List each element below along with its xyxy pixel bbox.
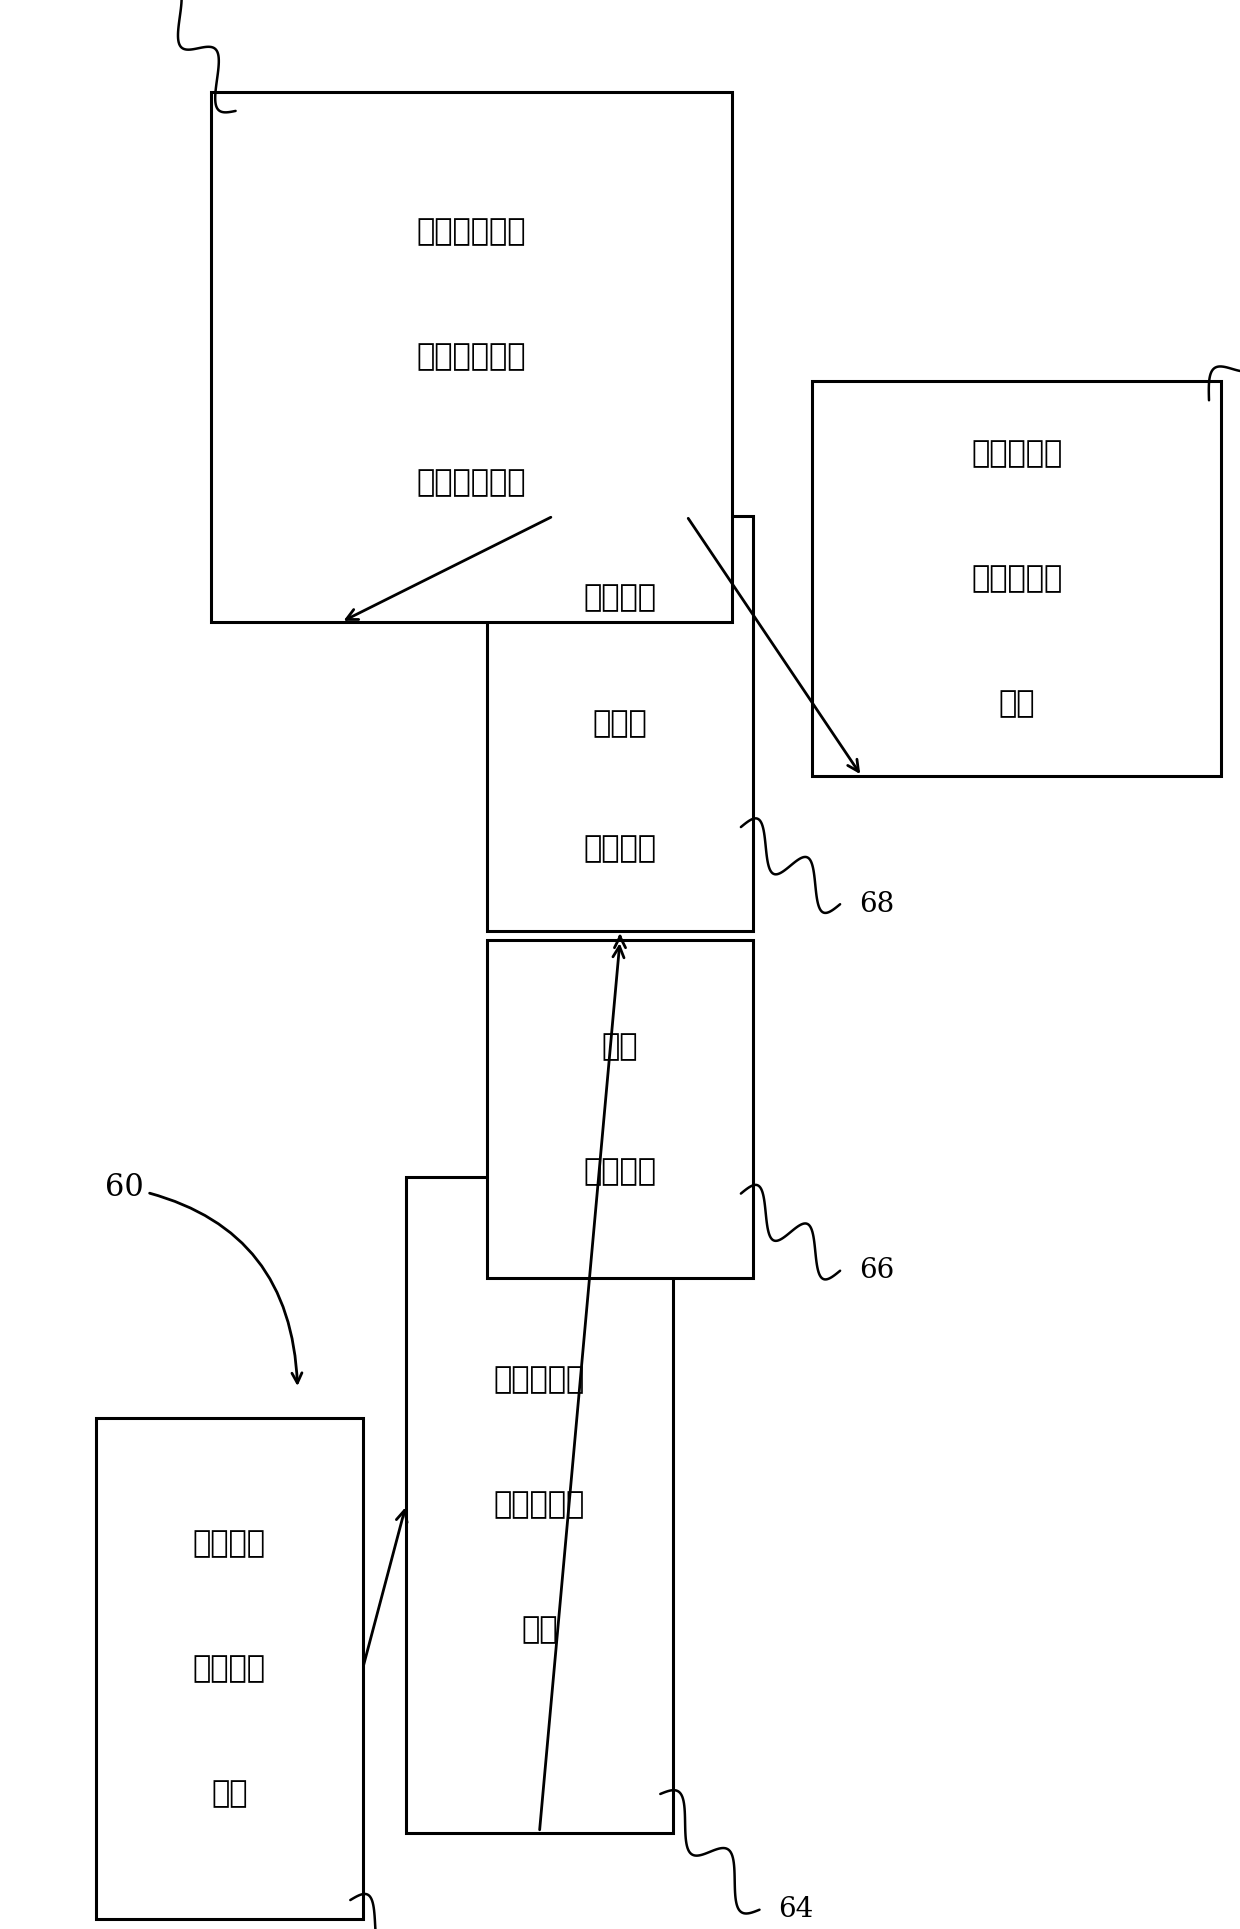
Text: 堆叠: 堆叠 — [521, 1615, 558, 1645]
Text: 堆叠: 堆叠 — [998, 689, 1035, 720]
Text: 使热交换器: 使热交换器 — [494, 1364, 585, 1395]
Text: 间歇地操作供: 间歇地操作供 — [417, 216, 526, 247]
FancyBboxPatch shape — [211, 91, 732, 621]
Text: 热交换器: 热交换器 — [193, 1653, 265, 1684]
Text: 68: 68 — [858, 891, 894, 918]
Text: 66: 66 — [858, 1258, 894, 1285]
Text: 使水从水储: 使水从水储 — [971, 438, 1063, 469]
Text: 槽再循环到: 槽再循环到 — [971, 563, 1063, 594]
Text: 提供多个: 提供多个 — [193, 1528, 265, 1559]
FancyBboxPatch shape — [486, 941, 754, 1277]
Text: 堆叠的: 堆叠的 — [593, 708, 647, 739]
Text: 水系统以用于: 水系统以用于 — [417, 341, 526, 372]
Text: 60: 60 — [105, 1173, 301, 1383]
Text: 向织物施加水: 向织物施加水 — [417, 467, 526, 498]
Text: 供水系统: 供水系统 — [584, 1157, 656, 1186]
Text: 提供: 提供 — [601, 1032, 639, 1061]
Text: 薄片形成为: 薄片形成为 — [494, 1489, 585, 1520]
FancyBboxPatch shape — [97, 1418, 362, 1919]
Text: 冷却系统: 冷却系统 — [584, 833, 656, 864]
Text: 操作包括: 操作包括 — [584, 583, 656, 613]
FancyBboxPatch shape — [486, 517, 754, 932]
Text: 64: 64 — [779, 1896, 813, 1923]
FancyBboxPatch shape — [812, 382, 1221, 777]
FancyBboxPatch shape — [407, 1177, 672, 1833]
Text: 薄片: 薄片 — [211, 1779, 248, 1809]
